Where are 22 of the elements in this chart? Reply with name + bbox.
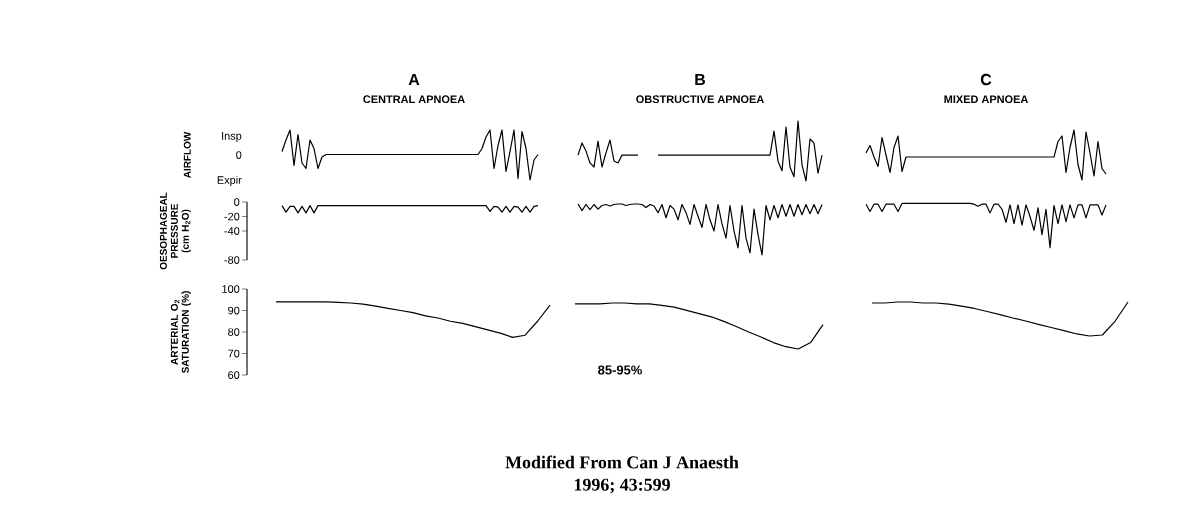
y-axis-title: ARTERIAL O$_{2}$ SATURATION (%) xyxy=(170,291,191,374)
text: 85-95% xyxy=(598,365,642,375)
text: Insp xyxy=(222,132,242,142)
y-tick-label: 90 xyxy=(228,306,240,315)
y-tick-label: -20 xyxy=(224,212,240,221)
y-axis-title: AIRFLOW xyxy=(183,131,191,178)
y-tick-label: 0 xyxy=(234,198,240,206)
text: Modified From Can J Anaesth xyxy=(505,455,739,469)
chart-title: C xyxy=(980,73,992,86)
y-tick-label: 70 xyxy=(228,349,240,358)
chart-title: B xyxy=(695,74,706,85)
y-tick-label: -80 xyxy=(224,256,240,264)
text: 1996; 43:599 xyxy=(574,478,670,494)
chart-subtitle: CENTRAL APNOEA xyxy=(363,95,465,104)
chart-subtitle: MIXED APNOEA xyxy=(944,95,1029,104)
chart-subtitle: OBSTRUCTIVE APNOEA xyxy=(636,95,764,104)
y-tick-label: 80 xyxy=(228,328,240,336)
chart-title: A xyxy=(408,74,420,85)
y-tick-label: -40 xyxy=(224,227,240,235)
text: Expir xyxy=(217,175,242,187)
y-tick-label: 100 xyxy=(222,285,240,293)
y-tick-label: 60 xyxy=(228,371,240,379)
